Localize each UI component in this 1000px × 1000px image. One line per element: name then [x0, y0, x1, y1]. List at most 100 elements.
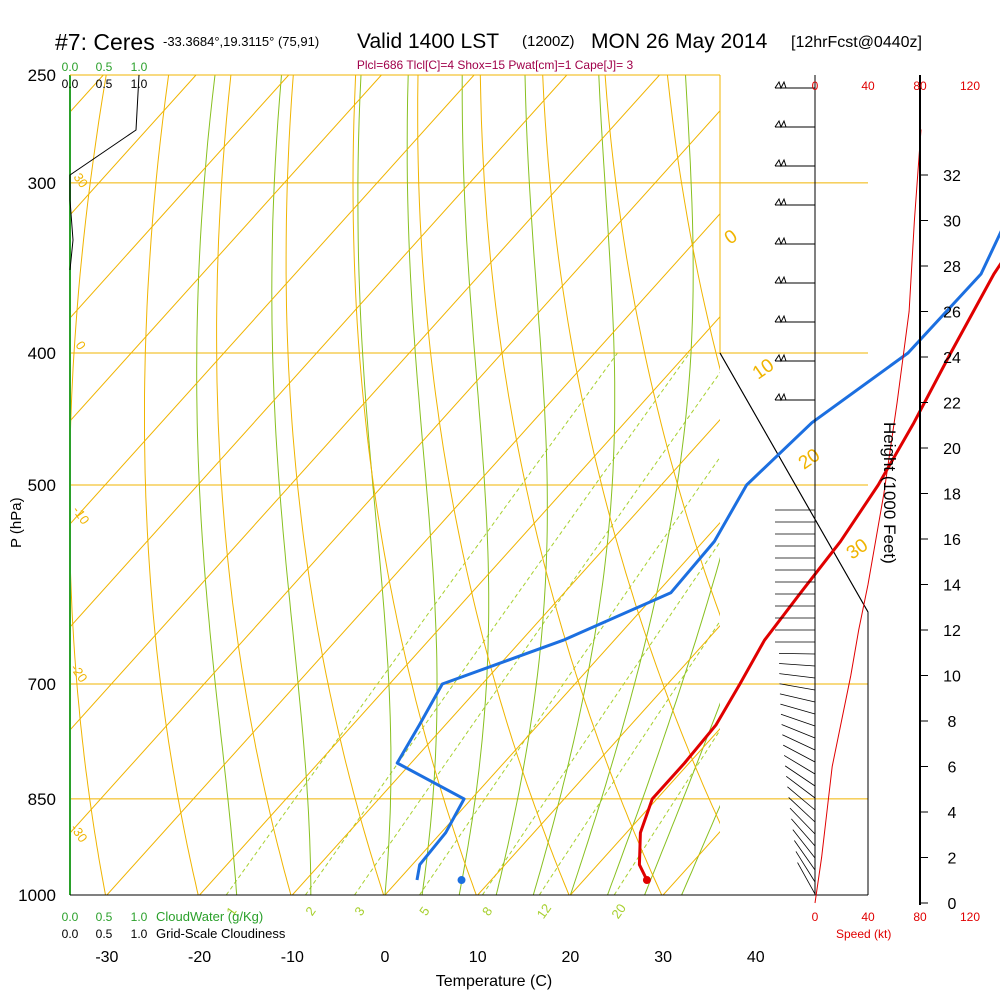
wind-barb	[782, 734, 816, 751]
dry-adiabat	[417, 75, 570, 895]
dry-adiabat-label: 30	[71, 170, 92, 190]
height-tick-label: 14	[943, 578, 961, 595]
isotherm--90	[70, 75, 290, 319]
isotherm--20	[199, 316, 720, 895]
wind-barbs	[774, 80, 816, 895]
moist-adiabat	[607, 557, 720, 895]
height-tick-label: 6	[948, 760, 957, 777]
mixing-ratio-line	[613, 729, 720, 895]
pressure-tick-label: 700	[28, 675, 56, 694]
temperature-profile-line	[637, 262, 1000, 881]
height-tick-label: 10	[943, 669, 961, 686]
temperature-tick-label: 20	[562, 949, 580, 966]
dry-adiabat-label: -20	[68, 661, 91, 685]
station-coords: -33.3684°,19.3115° (75,91)	[163, 34, 319, 49]
height-tick-label: 16	[943, 532, 961, 549]
height-tick-label: 20	[943, 441, 961, 458]
speed-scale-tick: 0	[812, 910, 819, 924]
temperature-tick-label: 30	[654, 949, 672, 966]
dry-adiabat	[604, 75, 720, 617]
height-axis-label: Height (1000 Feet)	[880, 422, 899, 564]
mixing-ratio-lines	[225, 352, 720, 895]
wind-speed-profile-line	[814, 129, 922, 904]
moist-adiabat	[271, 75, 312, 895]
wind-barb	[792, 829, 816, 859]
dry-adiabat	[917, 75, 1000, 895]
isotherm-50	[849, 75, 1000, 895]
wind-barb-flag	[774, 275, 787, 285]
isotherm-0	[384, 522, 720, 895]
wind-barb	[784, 765, 816, 787]
wind-barb	[789, 807, 816, 835]
wind-barb-flag	[774, 353, 787, 363]
height-tick-label: 0	[948, 896, 957, 913]
mixing-ratio-label: 12	[534, 901, 555, 921]
temperature-tick-label: -20	[188, 949, 211, 966]
isotherm--50	[70, 75, 660, 731]
cloudiness-line	[69, 74, 140, 271]
isotherm--60	[70, 75, 568, 628]
cloud-scale-tick: 0.0	[62, 910, 79, 924]
isotherm--30	[106, 213, 720, 895]
wind-barb	[797, 862, 816, 895]
cloudiness-scale-tick: 0.0	[62, 927, 79, 941]
wind-barb	[778, 652, 816, 655]
speed-scale-tick: 80	[913, 910, 927, 924]
surface-dewpoint-marker	[457, 876, 466, 885]
temperature-tick-label: 10	[469, 949, 487, 966]
height-tick-label: 24	[943, 350, 961, 367]
valid-time: Valid 1400 LST	[357, 30, 499, 53]
wind-barb	[780, 703, 816, 715]
cloudiness-scale-tick: 0.5	[96, 927, 113, 941]
wind-barb-flag	[774, 80, 787, 90]
moist-adiabat	[196, 75, 238, 895]
speed-scale-tick: 120	[960, 910, 980, 924]
cloudiness-label: Grid-Scale Cloudiness	[156, 926, 286, 941]
moist-adiabat	[458, 75, 490, 895]
height-tick-label: 30	[943, 214, 961, 231]
cloud-scale-tick: 1.0	[131, 910, 148, 924]
dry-adiabat	[352, 75, 477, 895]
wind-barb	[795, 851, 816, 883]
wind-barb	[783, 755, 816, 775]
height-tick-label: 32	[943, 168, 961, 185]
height-tick-label: 22	[943, 396, 961, 413]
temperature-tick-label: 0	[381, 949, 390, 966]
height-tick-label: 26	[943, 305, 961, 322]
cloud-scales: 0.0 0.5 1.0 0.0 0.5 1.0 0.0 0.5 1.0 0.0 0.5 1.0	[62, 60, 148, 941]
speed-scale-tick: 80	[913, 79, 927, 93]
wind-barb-flag	[774, 236, 787, 246]
speed-label: Speed (kt)	[836, 927, 891, 941]
mixing-ratio-label: 2	[302, 904, 318, 919]
moist-adiabat	[532, 75, 616, 895]
isotherm--10	[291, 419, 720, 895]
valid-date: MON 26 May 2014	[591, 30, 768, 53]
wind-barb	[791, 818, 816, 847]
mixing-ratio-labels: 1 2 3 5 8 12 20	[223, 901, 629, 921]
wind-barb	[780, 713, 816, 727]
dry-adiabat	[542, 75, 720, 825]
height-tick-label: 4	[948, 805, 957, 822]
speed-scale-tick: 40	[861, 910, 875, 924]
dry-adiabat-label: 30	[843, 535, 872, 564]
dry-adiabat-label: -30	[68, 821, 91, 845]
speed-scale-tick: 120	[960, 79, 980, 93]
forecast-tag: [12hrFcst@0440z]	[791, 34, 922, 51]
mixing-ratio-label: 20	[608, 901, 629, 921]
mixing-ratio-label: 5	[416, 904, 432, 919]
pressure-tick-label: 850	[28, 790, 56, 809]
speed-scale-tick: 0	[812, 79, 819, 93]
temperature-tick-label: -10	[281, 949, 304, 966]
wind-barb	[779, 693, 816, 703]
valid-time-utc: (1200Z)	[522, 33, 575, 50]
dry-adiabat	[979, 75, 1000, 895]
moist-adiabat	[569, 75, 694, 895]
speed-scales: 0 40 80 1200 40 80 120	[812, 79, 981, 924]
wind-barb	[781, 724, 816, 739]
temperature-tick-label: 40	[747, 949, 765, 966]
wind-barb	[788, 797, 816, 823]
moist-adiabat	[406, 75, 438, 895]
pressure-tick-label: 500	[28, 476, 56, 495]
